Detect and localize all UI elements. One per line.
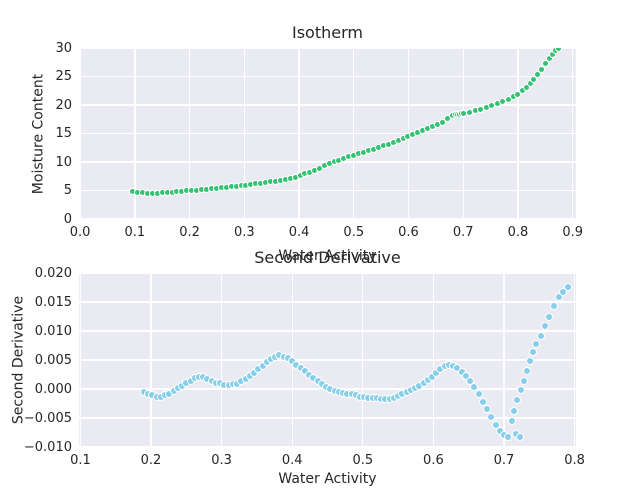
x-tick-label: 0.0 xyxy=(69,225,91,240)
x-tick-label: 0.7 xyxy=(493,453,515,468)
chart-second-derivative: Second Derivative Water Activity Second … xyxy=(11,249,585,488)
gridline-y xyxy=(79,417,576,419)
gridline-y xyxy=(79,359,576,361)
data-point xyxy=(522,83,530,91)
y-tick-label: 0.000 xyxy=(34,381,72,397)
x-tick-label: 0.6 xyxy=(423,453,444,468)
y-tick-label: 0.010 xyxy=(34,323,72,339)
data-point xyxy=(541,60,549,68)
x-tick-label: 0.5 xyxy=(352,453,374,468)
data-point xyxy=(504,433,513,442)
gridline-y xyxy=(79,132,576,135)
isotherm-title: Isotherm xyxy=(292,23,363,42)
data-point xyxy=(516,386,525,395)
data-point xyxy=(523,367,532,376)
y-tick-label: 15 xyxy=(55,126,72,141)
data-point xyxy=(563,282,572,291)
data-point xyxy=(519,376,528,385)
data-point xyxy=(554,48,562,53)
y-tick-label: 20 xyxy=(55,97,72,113)
y-tick-label: 0.005 xyxy=(34,352,72,368)
x-tick-label: 0.6 xyxy=(398,225,419,240)
x-tick-label: 0.4 xyxy=(288,225,310,240)
gridline-y xyxy=(79,218,576,219)
data-point xyxy=(526,79,534,87)
x-tick-label: 0.9 xyxy=(562,225,584,240)
data-point xyxy=(513,396,522,405)
y-tick-label: −0.010 xyxy=(23,439,72,455)
gridline-y xyxy=(79,446,576,447)
data-point xyxy=(534,70,542,78)
x-tick-label: 0.3 xyxy=(233,225,255,240)
gridline-y xyxy=(79,189,576,192)
x-tick-label: 0.3 xyxy=(211,453,232,468)
data-point xyxy=(526,357,535,366)
x-tick-label: 0.1 xyxy=(124,225,146,240)
y-tick-label: −0.005 xyxy=(23,410,72,426)
data-point xyxy=(536,331,545,340)
data-point xyxy=(483,405,492,414)
data-point xyxy=(545,312,554,321)
isotherm-ylabel: Moisture Content xyxy=(30,73,47,194)
data-point xyxy=(478,397,487,406)
data-point xyxy=(538,65,546,73)
x-tick-label: 0.7 xyxy=(452,225,474,240)
data-point xyxy=(532,340,541,349)
data-point xyxy=(540,322,549,331)
second-derivative-plot-area xyxy=(79,273,576,447)
data-point xyxy=(461,372,470,381)
data-point xyxy=(516,433,525,442)
chart-isotherm: Isotherm Water Activity Moisture Content… xyxy=(31,24,584,265)
x-tick-label: 0.4 xyxy=(281,453,303,468)
x-tick-label: 0.5 xyxy=(343,225,365,240)
data-point xyxy=(470,383,479,392)
data-point xyxy=(514,90,522,98)
y-tick-label: 0.015 xyxy=(34,294,72,310)
data-point xyxy=(550,302,559,311)
data-point xyxy=(509,407,518,416)
gridline-y xyxy=(79,75,576,78)
data-point xyxy=(466,377,475,386)
second-derivative-title: Second Derivative xyxy=(254,248,401,267)
gridline-y xyxy=(79,330,576,332)
data-point xyxy=(438,118,446,126)
data-point xyxy=(528,348,537,357)
y-tick-label: 0 xyxy=(63,211,72,227)
gridline-y xyxy=(79,48,576,49)
data-point xyxy=(530,75,538,83)
y-tick-label: 0.020 xyxy=(34,265,72,281)
isotherm-xlabel: Water Activity xyxy=(278,248,377,264)
gridline-y xyxy=(79,273,576,274)
y-tick-label: 10 xyxy=(55,154,72,170)
data-point xyxy=(427,372,436,381)
isotherm-plot-area xyxy=(79,48,576,219)
data-point xyxy=(457,368,466,377)
data-point xyxy=(507,417,516,426)
data-point xyxy=(555,293,564,302)
data-point xyxy=(453,364,462,373)
data-point xyxy=(487,413,496,422)
x-tick-label: 0.2 xyxy=(179,225,200,240)
data-point xyxy=(495,426,504,435)
data-point xyxy=(250,368,259,377)
second-derivative-ylabel: Second Derivative xyxy=(10,295,27,425)
x-tick-label: 0.1 xyxy=(70,453,91,468)
x-tick-label: 0.8 xyxy=(507,225,529,240)
y-tick-label: 5 xyxy=(63,183,72,198)
data-point xyxy=(491,420,500,429)
y-tick-label: 25 xyxy=(55,69,72,84)
x-tick-label: 0.2 xyxy=(140,453,162,468)
x-tick-label: 0.8 xyxy=(564,453,585,468)
data-point xyxy=(474,389,483,398)
y-tick-label: 30 xyxy=(55,40,72,56)
gridline-y xyxy=(79,104,576,106)
second-derivative-xlabel: Water Activity xyxy=(278,471,377,487)
gridline-y xyxy=(79,301,576,303)
data-point xyxy=(559,287,568,296)
